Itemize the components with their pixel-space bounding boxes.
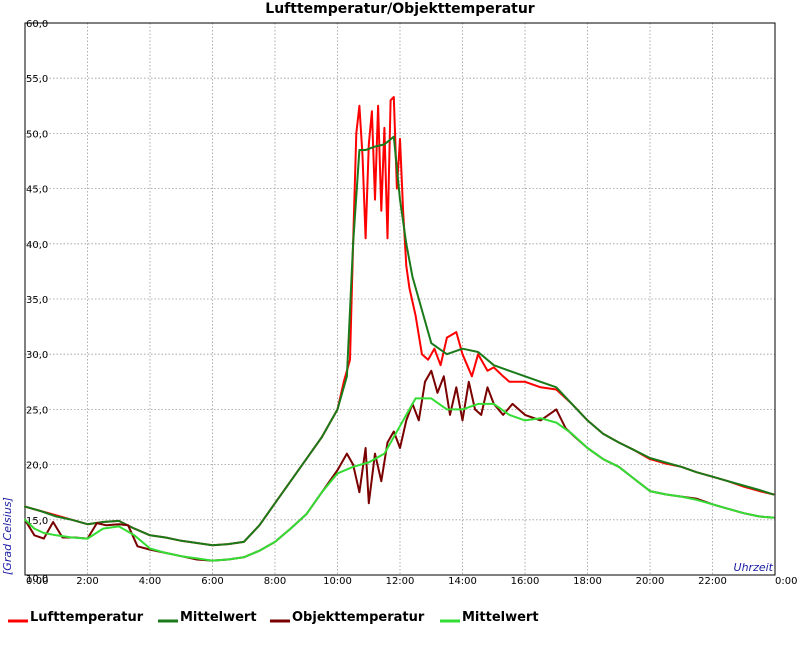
plot-frame (24, 22, 776, 576)
x-tick-label: 6:00 (201, 576, 223, 587)
legend-label: Mittelwert (462, 610, 539, 625)
y-axis: 10,0 15,0 20,0 25,0 30,0 35,0 40,0 45,0 50,0 55,0… (26, 19, 48, 585)
x-tick-label: 10:00 (323, 576, 352, 587)
x-tick-label: 16:00 (511, 576, 540, 587)
series-line-4 (24, 397, 775, 562)
y-tick-label: 55,0 (26, 74, 48, 85)
y-tick-label: 20,0 (26, 461, 48, 472)
x-tick-label: 2:00 (76, 576, 98, 587)
x-tick-label: 0:00 (26, 576, 48, 587)
series-line-2 (24, 135, 775, 547)
legend-label: Lufttemperatur (30, 610, 144, 625)
y-tick-label: 45,0 (26, 185, 48, 196)
y-tick-label: 60,0 (26, 19, 48, 30)
chart-title: Lufttemperatur/Objekttemperatur (265, 1, 535, 17)
x-axis: 0:00 2:00 4:00 6:00 8:00 10:00 12:00 14:00 16:00… (26, 576, 797, 587)
x-tick-label: 8:00 (264, 576, 286, 587)
y-tick-label: 35,0 (26, 295, 48, 306)
legend-label: Mittelwert (180, 610, 257, 625)
y-tick-label: 30,0 (26, 350, 48, 361)
legend-label: Objekttemperatur (292, 610, 425, 625)
x-tick-label: 14:00 (448, 576, 477, 587)
y-tick-label: 10,0 (26, 574, 48, 585)
x-tick-label: 18:00 (573, 576, 602, 587)
series-line-3 (24, 369, 775, 562)
legend: Lufttemperatur Mittelwert Objekttemperatur… (8, 610, 539, 625)
y-tick-label: 25,0 (26, 405, 48, 416)
x-axis-label: Uhrzeit (734, 561, 774, 574)
y-axis-label: [Grad Celsius] (1, 497, 14, 575)
x-tick-label: 0:00 (775, 576, 797, 587)
series-group (24, 96, 775, 562)
series-line-1 (24, 96, 775, 547)
y-tick-label: 15,0 (26, 516, 48, 527)
y-tick-label: 50,0 (26, 129, 48, 140)
grid (25, 23, 775, 575)
x-tick-label: 20:00 (636, 576, 665, 587)
x-tick-label: 22:00 (698, 576, 727, 587)
x-tick-label: 4:00 (139, 576, 161, 587)
x-tick-label: 12:00 (386, 576, 415, 587)
y-tick-label: 40,0 (26, 240, 48, 251)
